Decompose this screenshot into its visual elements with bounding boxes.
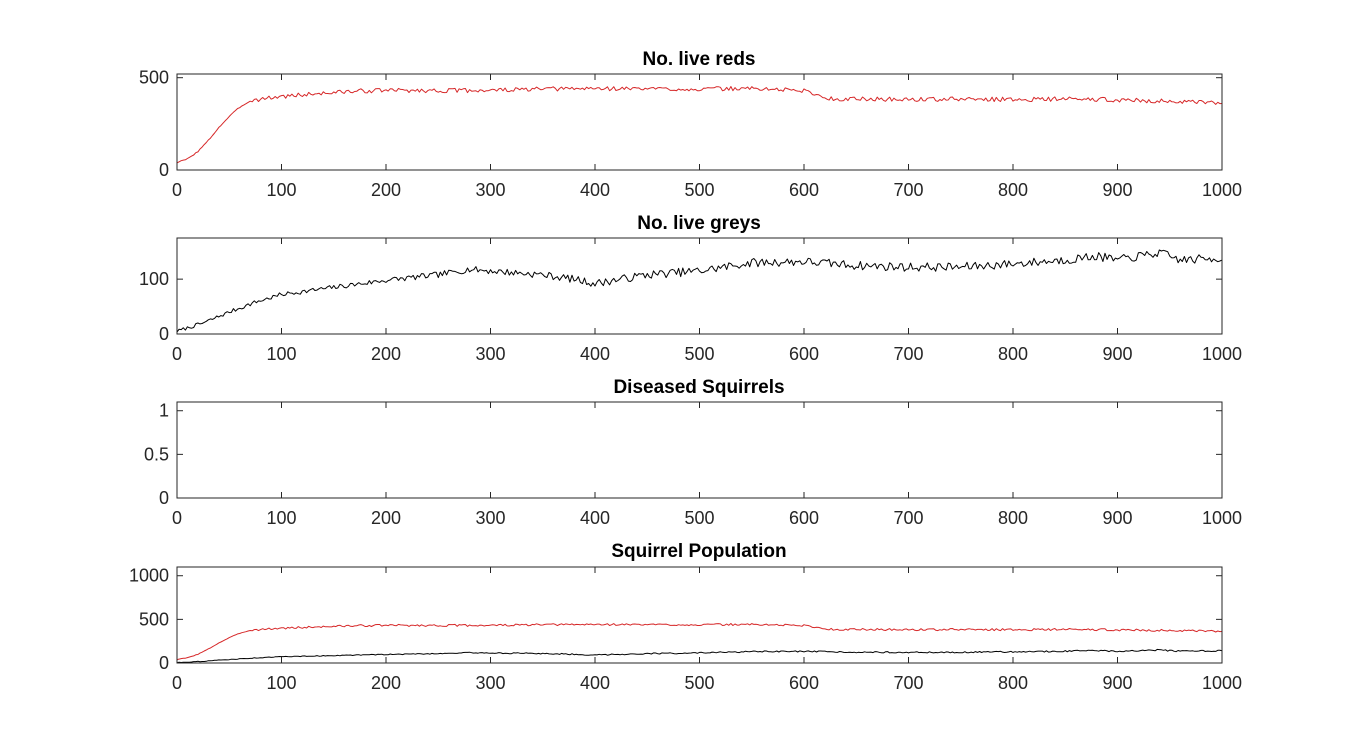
xtick-label: 300 <box>475 508 505 528</box>
ytick-label: 0 <box>159 324 169 344</box>
xtick-label: 300 <box>475 344 505 364</box>
xtick-label: 600 <box>789 344 819 364</box>
xtick-label: 500 <box>684 673 714 693</box>
xtick-label: 400 <box>580 673 610 693</box>
xtick-label: 600 <box>789 180 819 200</box>
xtick-label: 800 <box>998 508 1028 528</box>
xtick-label: 500 <box>684 508 714 528</box>
ytick-label: 1000 <box>129 566 169 586</box>
subplot-population: Squirrel Population 0 100 200 300 400 500 600 7… <box>129 541 1242 693</box>
xtick-label: 500 <box>684 344 714 364</box>
xtick-label: 100 <box>266 508 296 528</box>
subplot-population-axes <box>176 566 1223 664</box>
subplot-greys-series <box>176 249 1223 333</box>
xtick-label: 100 <box>266 344 296 364</box>
xtick-label: 0 <box>172 673 182 693</box>
ytick-label: 100 <box>139 269 169 289</box>
xtick-label: 800 <box>998 344 1028 364</box>
xtick-label: 200 <box>371 673 401 693</box>
xtick-label: 100 <box>266 673 296 693</box>
xtick-label: 400 <box>580 344 610 364</box>
series-line <box>176 623 1223 661</box>
xtick-label: 600 <box>789 673 819 693</box>
ytick-label: 0 <box>159 488 169 508</box>
xtick-label: 900 <box>1102 673 1132 693</box>
ytick-label: 1 <box>159 401 169 421</box>
subplot-reds: No. live reds 0 100 200 300 400 500 600 700 800 9… <box>139 49 1242 200</box>
xtick-label: 300 <box>475 180 505 200</box>
subplot-diseased-title: Diseased Squirrels <box>613 377 784 398</box>
subplot-reds-title: No. live reds <box>643 49 756 70</box>
xtick-label: 0 <box>172 508 182 528</box>
xtick-label: 900 <box>1102 180 1132 200</box>
subplot-reds-ticks: 0 100 200 300 400 500 600 700 800 900 1000 0 500 <box>139 68 1242 200</box>
xtick-label: 700 <box>893 673 923 693</box>
subplot-population-title: Squirrel Population <box>611 541 786 562</box>
ytick-label: 0 <box>159 653 169 673</box>
xtick-label: 500 <box>684 180 714 200</box>
xtick-label: 800 <box>998 673 1028 693</box>
ytick-label: 500 <box>139 609 169 629</box>
xtick-label: 700 <box>893 508 923 528</box>
xtick-label: 800 <box>998 180 1028 200</box>
subplot-greys-ticks: 0 100 200 300 400 500 600 700 800 900 1000 0 100 <box>139 238 1242 364</box>
subplot-diseased-axes <box>176 401 1223 499</box>
xtick-label: 200 <box>371 344 401 364</box>
series-line <box>176 86 1223 164</box>
xtick-label: 200 <box>371 508 401 528</box>
subplot-reds-axes <box>176 73 1223 171</box>
xtick-label: 600 <box>789 508 819 528</box>
xtick-label: 900 <box>1102 508 1132 528</box>
series-line <box>176 648 1223 664</box>
subplot-population-series <box>176 623 1223 664</box>
xtick-label: 400 <box>580 508 610 528</box>
subplot-greys-axes <box>176 237 1223 335</box>
xtick-label: 300 <box>475 673 505 693</box>
xtick-label: 100 <box>266 180 296 200</box>
xtick-label: 0 <box>172 344 182 364</box>
subplot-diseased: Diseased Squirrels 0 100 200 300 400 500 600 70… <box>144 377 1242 528</box>
xtick-label: 200 <box>371 180 401 200</box>
xtick-label: 700 <box>893 180 923 200</box>
series-line <box>176 249 1223 333</box>
ytick-label: 0 <box>159 160 169 180</box>
subplot-population-ticks: 0 100 200 300 400 500 600 700 800 900 1000 0 500 1000 <box>129 566 1242 693</box>
xtick-label: 1000 <box>1202 180 1242 200</box>
subplot-greys-title: No. live greys <box>637 213 761 234</box>
subplot-diseased-ticks: 0 100 200 300 400 500 600 700 800 900 1000 0 0.5 1 <box>144 401 1242 528</box>
xtick-label: 400 <box>580 180 610 200</box>
ytick-label: 500 <box>139 68 169 88</box>
xtick-label: 1000 <box>1202 673 1242 693</box>
subplot-reds-series <box>176 86 1223 164</box>
subplot-greys: No. live greys 0 100 200 300 400 500 600 700 800… <box>139 213 1242 364</box>
ytick-label: 0.5 <box>144 444 169 464</box>
xtick-label: 1000 <box>1202 344 1242 364</box>
xtick-label: 900 <box>1102 344 1132 364</box>
xtick-label: 700 <box>893 344 923 364</box>
xtick-label: 1000 <box>1202 508 1242 528</box>
xtick-label: 0 <box>172 180 182 200</box>
